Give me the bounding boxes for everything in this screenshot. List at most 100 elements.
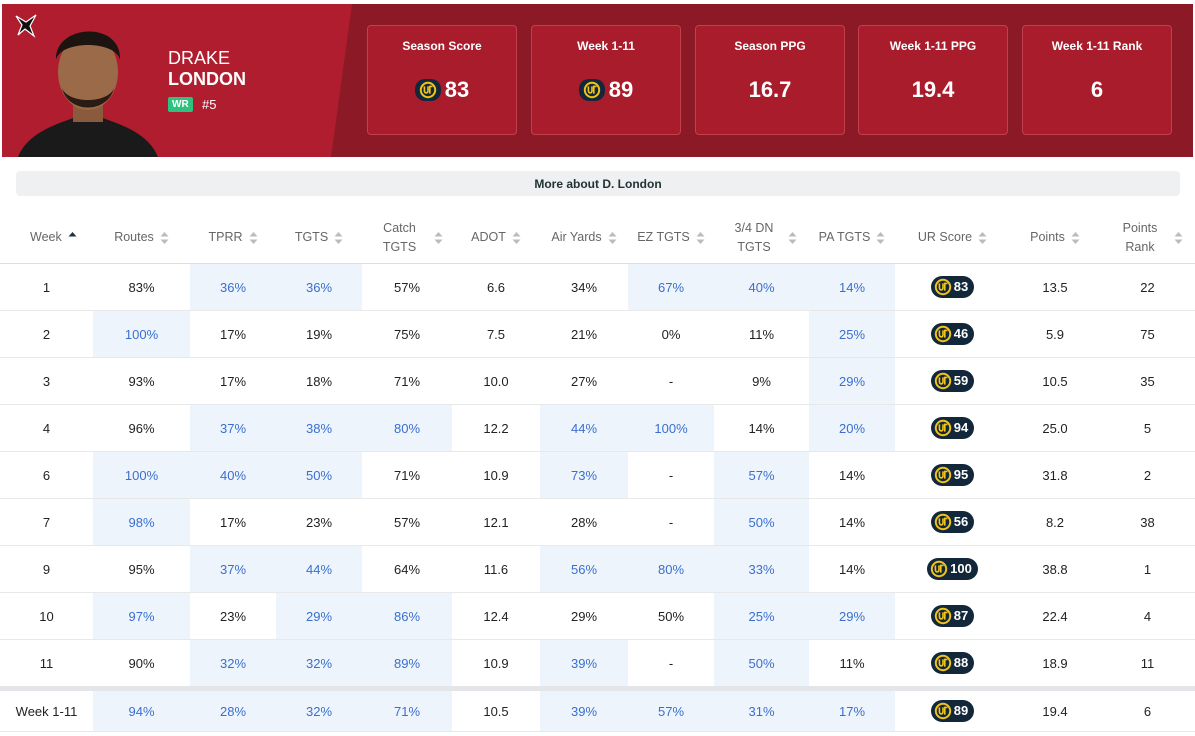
column-header[interactable]: ADOT <box>452 212 540 264</box>
cell-text: 9 <box>42 561 51 577</box>
stat-card: Season Score 83 <box>367 25 517 135</box>
cell: 14% <box>809 451 895 499</box>
header-wrap: TPRR <box>208 228 258 247</box>
cell: 88 <box>895 639 1010 689</box>
ur-badge: 46 <box>930 322 975 345</box>
cell: 75% <box>362 310 452 358</box>
cell-text: 29% <box>570 608 598 624</box>
ur-badge: 89 <box>930 699 975 722</box>
cell-text: 14% <box>838 514 866 530</box>
cell: 57% <box>362 263 452 311</box>
header-text: EZ TGTS <box>637 230 690 244</box>
cell: 56% <box>540 545 628 593</box>
column-header[interactable]: UR Score <box>895 212 1010 264</box>
sort-up <box>1071 231 1080 236</box>
cell-text: 10.9 <box>483 467 509 483</box>
header-text: Week <box>30 230 62 244</box>
cell: 27% <box>540 357 628 405</box>
column-header[interactable]: Week <box>0 212 93 264</box>
sort-down <box>608 239 617 244</box>
sort-up <box>434 231 442 236</box>
cell: 96% <box>93 404 190 452</box>
cell-text: - <box>668 373 674 389</box>
sort-down <box>978 239 987 244</box>
cell-text: 38 <box>1140 514 1155 530</box>
card-label: Season PPG <box>734 39 806 53</box>
column-header[interactable]: TGTS <box>276 212 362 264</box>
ur-logo-mark <box>934 564 944 573</box>
cell-text: 2 <box>42 326 51 342</box>
cell: 36% <box>276 263 362 311</box>
ur-logo <box>934 702 951 719</box>
cell-text: 10.5 <box>1042 373 1068 389</box>
cell: 39% <box>540 686 628 732</box>
cell-text: 98% <box>128 514 155 530</box>
ur-score: 59 <box>953 373 969 388</box>
cell-text: 22 <box>1140 279 1155 295</box>
cell: 67% <box>628 263 714 311</box>
cell-text: 29% <box>838 608 866 624</box>
cell-text: 57% <box>393 279 421 295</box>
cell-text: 14% <box>748 420 775 436</box>
card-value-row: 6 <box>1023 77 1171 103</box>
sort-icon <box>1071 231 1080 244</box>
column-header[interactable]: 3/4 DN TGTS <box>714 212 809 264</box>
column-header[interactable]: Routes <box>93 212 190 264</box>
summary-row: Week 1-11 94% 28% 32% 71% 10.5 39% 57% 31% 17% 89 1… <box>0 686 1195 732</box>
cell: 73% <box>540 451 628 499</box>
ur-logo-ring <box>934 372 951 389</box>
sort-icon <box>978 231 987 244</box>
card-value: 6 <box>1090 77 1104 102</box>
ur-logo-mark <box>587 85 597 94</box>
column-header[interactable]: Catch TGTS <box>362 212 452 264</box>
cell: 71% <box>362 686 452 732</box>
header-text: TPRR <box>208 230 243 244</box>
column-header[interactable]: TPRR <box>190 212 276 264</box>
ur-logo-mark <box>938 611 948 620</box>
sort-up <box>160 231 169 236</box>
ur-score: 46 <box>953 326 969 341</box>
sort-icon <box>334 231 343 244</box>
column-header[interactable]: PA TGTS <box>809 212 895 264</box>
header-wrap: UR Score <box>918 228 987 247</box>
cell: 97% <box>93 592 190 640</box>
cell-text: 13.5 <box>1042 279 1068 295</box>
cell: 28% <box>540 498 628 546</box>
team-logo <box>15 14 37 38</box>
cell-text: 2 <box>1143 467 1152 483</box>
ur-badge: 56 <box>930 510 975 533</box>
stat-card: Week 1-11 89 <box>531 25 681 135</box>
cell-text: 100% <box>124 467 159 483</box>
cell: 10.5 <box>1010 357 1100 405</box>
cell: 7.5 <box>452 310 540 358</box>
sort-down <box>876 239 885 244</box>
cell-text: 11% <box>839 655 865 671</box>
cell: 90% <box>93 639 190 689</box>
ur-score: 87 <box>953 608 969 623</box>
column-header[interactable]: Points Rank <box>1100 212 1195 264</box>
header-wrap: Air Yards <box>551 228 617 247</box>
sort-icon <box>249 231 258 244</box>
column-header[interactable]: Air Yards <box>540 212 628 264</box>
sort-icon <box>696 231 705 244</box>
cell: 14% <box>809 263 895 311</box>
sort-down <box>1174 239 1183 244</box>
sort-down <box>696 239 705 244</box>
cell: 86% <box>362 592 452 640</box>
cell: 12.4 <box>452 592 540 640</box>
cell: 8.2 <box>1010 498 1100 546</box>
column-header[interactable]: Points <box>1010 212 1100 264</box>
sort-up <box>608 231 617 236</box>
cell-text: 83% <box>128 279 155 295</box>
ur-logo-mark <box>423 85 433 94</box>
card-label: Week 1-11 PPG <box>889 39 977 53</box>
column-header[interactable]: EZ TGTS <box>628 212 714 264</box>
more-button[interactable]: More about D. London <box>16 171 1180 196</box>
cell: 11 <box>0 639 93 689</box>
sort-up <box>512 231 521 236</box>
data-row: 2 100% 17% 19% 75% 7.5 21% 0% 11% 25% 46 5.9 75 <box>0 310 1195 358</box>
cell: 32% <box>276 639 362 689</box>
cell: 20% <box>809 404 895 452</box>
cell-text: 96% <box>128 420 155 436</box>
ur-logo <box>934 607 951 624</box>
